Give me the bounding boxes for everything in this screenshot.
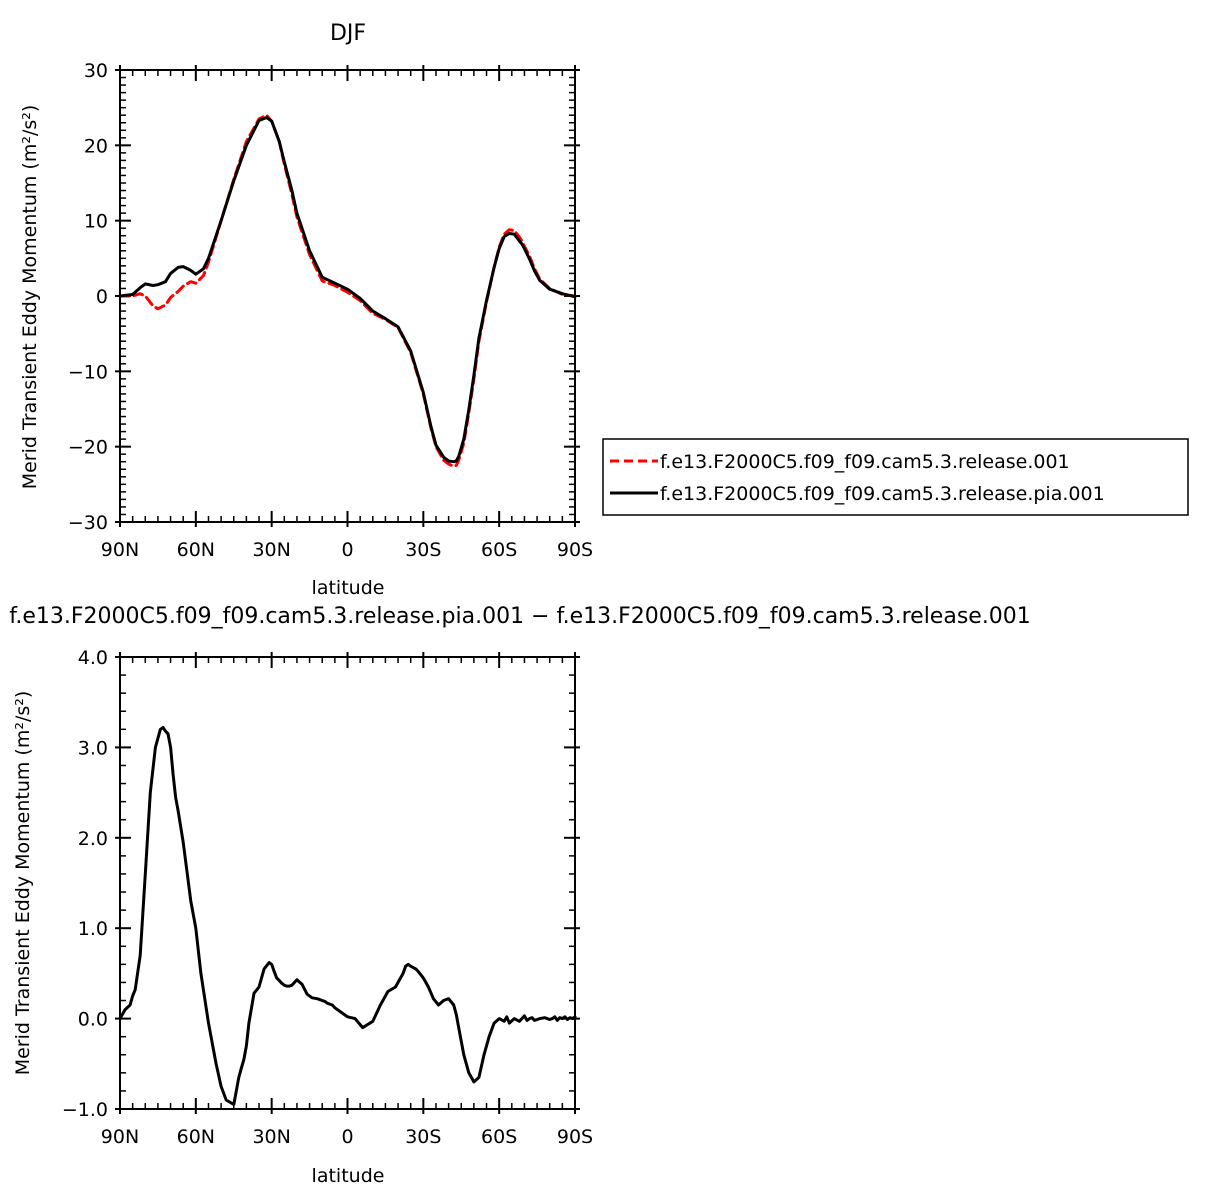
top-y-tick-label: −30 bbox=[68, 512, 108, 534]
bottom-x-axis-title: latitude bbox=[312, 1165, 385, 1187]
bottom-x-tick-label: 60N bbox=[177, 1126, 215, 1148]
top-x-tick-label: 30S bbox=[405, 539, 441, 561]
top-y-tick-label: 30 bbox=[84, 60, 108, 82]
legend-label-release: f.e13.F2000C5.f09_f09.cam5.3.release.001 bbox=[660, 451, 1070, 473]
bottom-x-tick-label: 30N bbox=[252, 1126, 290, 1148]
bottom-x-tick-label: 60S bbox=[481, 1126, 517, 1148]
bottom-y-tick-label: −1.0 bbox=[62, 1099, 108, 1121]
bottom-y-axis-title: Merid Transient Eddy Momentum (m²/s²) bbox=[12, 691, 34, 1076]
bottom-plot-panel: f.e13.F2000C5.f09_f09.cam5.3.release.pia… bbox=[9, 604, 1031, 1187]
bottom-plot-title: f.e13.F2000C5.f09_f09.cam5.3.release.pia… bbox=[9, 604, 1031, 629]
top-x-tick-label: 0 bbox=[341, 539, 353, 561]
top-series-line-0 bbox=[118, 113, 577, 468]
top-x-tick-label: 60S bbox=[481, 539, 517, 561]
top-series-lines bbox=[118, 113, 577, 468]
top-x-tick-label: 30N bbox=[252, 539, 290, 561]
top-y-axis-title: Merid Transient Eddy Momentum (m²/s²) bbox=[19, 105, 41, 490]
top-y-tick-label: −10 bbox=[68, 361, 108, 383]
top-x-tick-label: 90S bbox=[557, 539, 593, 561]
legend-label-release-pia: f.e13.F2000C5.f09_f09.cam5.3.release.pia… bbox=[660, 483, 1105, 505]
bottom-x-tick-label: 0 bbox=[341, 1126, 353, 1148]
bottom-y-tick-label: 2.0 bbox=[78, 828, 108, 850]
top-tick-labels: 90N 60N 30N 0 30S 60S 90S −30 −20 −10 0 10 20 30 bbox=[68, 60, 593, 561]
bottom-x-tick-label: 30S bbox=[405, 1126, 441, 1148]
bottom-series-lines bbox=[118, 726, 577, 1106]
top-x-tick-label: 90N bbox=[101, 539, 139, 561]
bottom-y-tick-label: 4.0 bbox=[78, 647, 108, 669]
top-x-tick-label: 60N bbox=[177, 539, 215, 561]
bottom-x-tick-label: 90S bbox=[557, 1126, 593, 1148]
top-plot-frame bbox=[119, 69, 576, 523]
top-plot-title: DJF bbox=[330, 21, 366, 46]
bottom-tick-labels: 90N 60N 30N 0 30S 60S 90S −1.0 0.0 1.0 2.0 3.0 4.0 bbox=[62, 647, 593, 1148]
legend: f.e13.F2000C5.f09_f09.cam5.3.release.001… bbox=[602, 438, 1189, 516]
top-y-tick-label: 10 bbox=[84, 211, 108, 233]
bottom-series-line-0 bbox=[118, 726, 577, 1106]
bottom-plot-frame bbox=[119, 656, 576, 1110]
top-plot-panel: DJF latitude Merid Transient Eddy Moment… bbox=[19, 21, 593, 599]
top-x-axis-title: latitude bbox=[312, 577, 385, 599]
top-series-line-1 bbox=[118, 116, 577, 464]
top-y-tick-label: 0 bbox=[96, 286, 108, 308]
top-y-tick-label: −20 bbox=[68, 437, 108, 459]
top-y-tick-label: 20 bbox=[84, 135, 108, 157]
bottom-y-tick-label: 3.0 bbox=[78, 737, 108, 759]
bottom-y-tick-label: 0.0 bbox=[78, 1009, 108, 1031]
bottom-y-tick-label: 1.0 bbox=[78, 918, 108, 940]
bottom-x-tick-label: 90N bbox=[101, 1126, 139, 1148]
legend-box bbox=[602, 438, 1189, 516]
